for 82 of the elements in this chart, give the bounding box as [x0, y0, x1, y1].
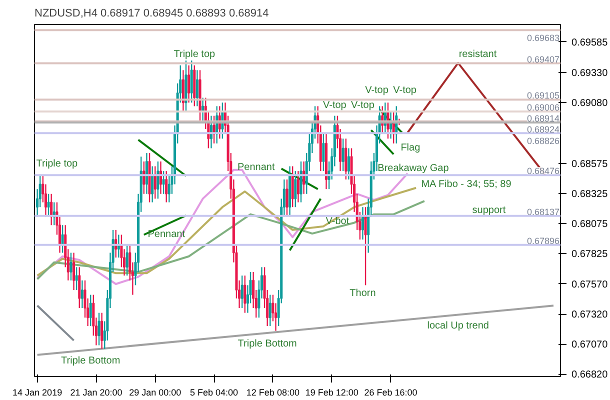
candlestick — [78, 266, 81, 309]
annotation: MA Fibo - 34; 55; 89 — [421, 178, 512, 190]
candlestick — [196, 70, 198, 107]
annotation: Thorn — [350, 288, 376, 300]
y-tick-label: 0.66820 — [572, 370, 608, 381]
candlestick — [182, 70, 184, 112]
y-tick-label: 0.69585 — [572, 37, 608, 48]
candlestick — [240, 274, 244, 309]
candlestick — [268, 294, 272, 327]
y-tick-label: 0.67570 — [572, 279, 608, 290]
candlestick — [75, 266, 78, 291]
candlestick — [342, 138, 344, 172]
ref-line-label: 0.69683 — [526, 33, 560, 44]
line-series — [36, 186, 418, 277]
y-tick-label: 0.69080 — [572, 98, 608, 110]
ref-line-label: 0.69105 — [526, 90, 560, 101]
candlestick — [154, 166, 156, 200]
candlestick — [188, 64, 190, 104]
annotation: Breakaway Gap — [378, 163, 450, 174]
candlestick — [100, 312, 104, 350]
annotation: Triple Bottom — [61, 355, 120, 366]
y-tick-label: 0.68325 — [572, 188, 608, 200]
candlestick — [126, 244, 128, 276]
ref-line-label: 0.68826 — [526, 136, 560, 146]
candlestick — [364, 206, 367, 286]
annotation: local Up trend — [427, 320, 489, 332]
annotation: Triple top — [36, 158, 78, 170]
candlestick — [190, 60, 193, 104]
ref-line-label: 0.68476 — [526, 166, 560, 176]
candlestick — [244, 274, 246, 314]
candlestick — [347, 148, 350, 180]
x-tick-label: 19 Feb 12:00 — [305, 388, 358, 398]
annotation: Flag — [400, 142, 420, 154]
ref-line-label: 0.69407 — [526, 54, 560, 64]
ref-line-label: 0.68137 — [526, 206, 560, 217]
annotation: Pennant — [148, 229, 186, 240]
candlestick — [151, 166, 154, 203]
candlestick — [294, 170, 297, 208]
x-tick-label: 21 Jan 20:00 — [70, 388, 122, 398]
x-tick-label: 29 Jan 00:00 — [129, 388, 182, 398]
annotation: V-top — [365, 85, 389, 96]
annotation: resistant — [458, 49, 497, 60]
candlestick — [145, 152, 148, 194]
y-tick-label: 0.68075 — [572, 218, 608, 230]
x-tick-label: 5 Feb 04:00 — [190, 388, 238, 398]
y-tick-label: 0.67070 — [572, 340, 608, 351]
annotation: V-top — [351, 100, 375, 112]
candlestick — [47, 193, 50, 218]
annotation: support — [472, 205, 506, 216]
y-tick-label: 0.67320 — [572, 310, 608, 321]
candlestick — [344, 138, 348, 180]
y-tick-label: 0.68575 — [572, 158, 608, 170]
candlestick — [286, 178, 288, 218]
ref-line-label: 0.68914 — [526, 114, 560, 124]
annotation: Triple top — [174, 49, 216, 60]
candlestick — [72, 252, 76, 291]
candlestick — [61, 224, 64, 254]
y-tick-label: 0.67825 — [572, 248, 608, 260]
candlestick — [361, 206, 364, 240]
x-tick-label: 14 Jan 2019 — [12, 388, 62, 398]
candlestick — [162, 170, 165, 194]
candlestick — [98, 312, 100, 346]
candlestick — [89, 294, 92, 327]
ref-line-label: 0.68924 — [526, 124, 560, 134]
candlestick — [322, 133, 325, 172]
candlestick — [165, 170, 168, 203]
y-tick-label: 0.69330 — [572, 68, 608, 80]
chart-title: NZDUSD,H4 0.68917 0.68945 0.68893 0.68914 — [34, 8, 269, 20]
ref-line-label: 0.69006 — [526, 102, 560, 112]
annotation: V-top — [322, 100, 347, 112]
candlestick — [70, 252, 72, 281]
annotation: Pennant — [237, 162, 275, 173]
x-tick-label: 12 Feb 08:00 — [246, 388, 300, 398]
annotation: Triple Bottom — [238, 338, 297, 350]
candlestick — [291, 166, 294, 208]
x-tick-label: 26 Feb 16:00 — [364, 388, 418, 398]
annotation: V-top — [393, 85, 417, 96]
candlestick — [296, 170, 300, 203]
candlestick — [300, 160, 302, 203]
line-series — [36, 200, 426, 280]
candlestick — [80, 280, 84, 309]
ref-line-label: 0.67896 — [526, 236, 560, 246]
